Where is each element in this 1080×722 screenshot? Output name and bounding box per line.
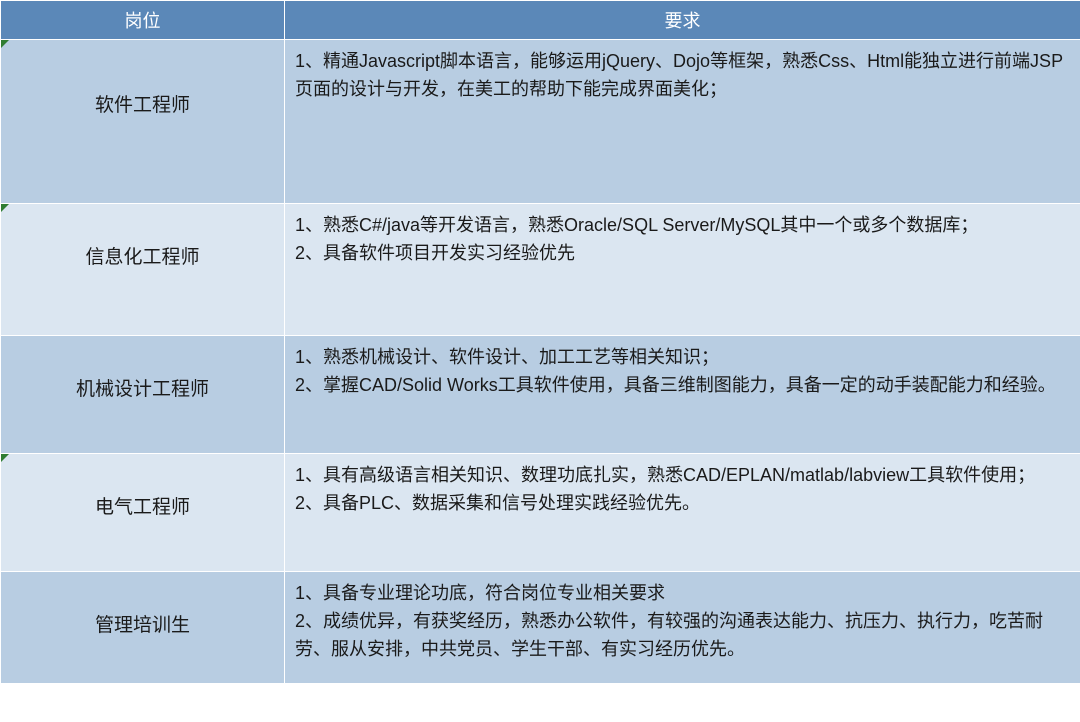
position-cell: 软件工程师: [1, 40, 285, 204]
job-requirements-table: 岗位 要求 软件工程师 1、精通Javascript脚本语言，能够运用jQuery…: [0, 0, 1080, 684]
position-label: 信息化工程师: [85, 247, 199, 268]
requirement-text: 1、熟悉机械设计、软件设计、加工工艺等相关知识； 2、掌握CAD/Solid W…: [295, 344, 1070, 400]
table-row: 信息化工程师 1、熟悉C#/java等开发语言，熟悉Oracle/SQL Serv…: [1, 204, 1080, 336]
requirement-text: 1、精通Javascript脚本语言，能够运用jQuery、Dojo等框架，熟悉…: [295, 48, 1070, 104]
requirement-cell: 1、精通Javascript脚本语言，能够运用jQuery、Dojo等框架，熟悉…: [285, 40, 1080, 204]
corner-marker-icon: [1, 40, 9, 48]
position-label: 管理培训生: [95, 615, 190, 636]
position-cell: 管理培训生: [1, 572, 285, 684]
corner-marker-icon: [1, 454, 9, 462]
table-row: 管理培训生 1、具备专业理论功底，符合岗位专业相关要求 2、成绩优异，有获奖经历，…: [1, 572, 1080, 684]
position-cell: 信息化工程师: [1, 204, 285, 336]
table-header-row: 岗位 要求: [1, 1, 1080, 40]
header-requirement: 要求: [285, 1, 1080, 40]
header-position: 岗位: [1, 1, 285, 40]
position-cell: 机械设计工程师: [1, 336, 285, 454]
table-row: 软件工程师 1、精通Javascript脚本语言，能够运用jQuery、Dojo等…: [1, 40, 1080, 204]
table-row: 电气工程师 1、具有高级语言相关知识、数理功底扎实，熟悉CAD/EPLAN/mat…: [1, 454, 1080, 572]
requirement-cell: 1、具有高级语言相关知识、数理功底扎实，熟悉CAD/EPLAN/matlab/l…: [285, 454, 1080, 572]
position-label: 机械设计工程师: [76, 379, 209, 400]
requirement-text: 1、具有高级语言相关知识、数理功底扎实，熟悉CAD/EPLAN/matlab/l…: [295, 462, 1070, 518]
requirement-cell: 1、熟悉C#/java等开发语言，熟悉Oracle/SQL Server/MyS…: [285, 204, 1080, 336]
position-label: 软件工程师: [95, 95, 190, 116]
requirement-text: 1、熟悉C#/java等开发语言，熟悉Oracle/SQL Server/MyS…: [295, 212, 1070, 268]
requirement-text: 1、具备专业理论功底，符合岗位专业相关要求 2、成绩优异，有获奖经历，熟悉办公软…: [295, 580, 1070, 664]
requirement-cell: 1、熟悉机械设计、软件设计、加工工艺等相关知识； 2、掌握CAD/Solid W…: [285, 336, 1080, 454]
corner-marker-icon: [1, 204, 9, 212]
position-label: 电气工程师: [95, 497, 190, 518]
requirement-cell: 1、具备专业理论功底，符合岗位专业相关要求 2、成绩优异，有获奖经历，熟悉办公软…: [285, 572, 1080, 684]
table-row: 机械设计工程师 1、熟悉机械设计、软件设计、加工工艺等相关知识； 2、掌握CAD/…: [1, 336, 1080, 454]
position-cell: 电气工程师: [1, 454, 285, 572]
